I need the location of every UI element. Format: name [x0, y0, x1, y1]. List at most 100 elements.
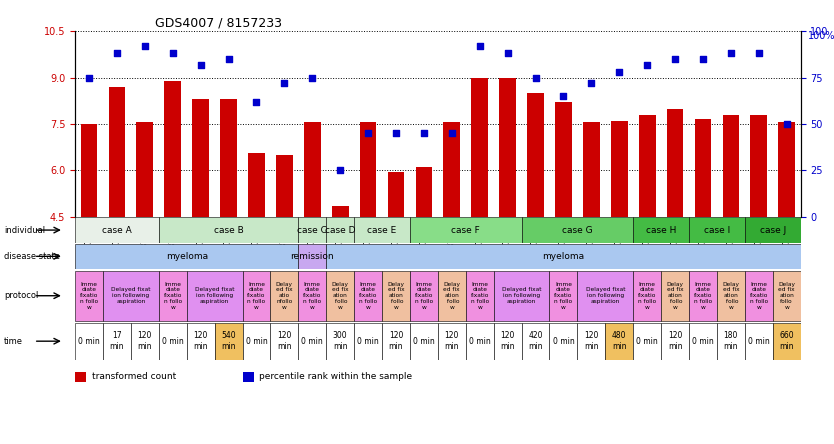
FancyBboxPatch shape [550, 270, 577, 321]
Bar [388, 172, 404, 217]
Text: 0 min: 0 min [692, 337, 714, 346]
Point [110, 50, 123, 57]
FancyBboxPatch shape [243, 270, 270, 321]
Bar [527, 93, 544, 217]
Point [780, 120, 793, 127]
Text: Delayed fixat
ion following
aspiration: Delayed fixat ion following aspiration [585, 287, 625, 304]
FancyBboxPatch shape [75, 270, 103, 321]
Bar [500, 78, 516, 217]
Text: individual: individual [4, 226, 45, 234]
FancyBboxPatch shape [438, 323, 465, 360]
FancyBboxPatch shape [745, 218, 801, 243]
Bar [751, 115, 767, 217]
Text: 0 min: 0 min [245, 337, 268, 346]
Text: 120
min: 120 min [445, 332, 459, 351]
Text: 0 min: 0 min [748, 337, 770, 346]
FancyBboxPatch shape [299, 218, 326, 243]
FancyBboxPatch shape [745, 270, 773, 321]
FancyBboxPatch shape [689, 323, 717, 360]
Bar [666, 108, 683, 217]
FancyBboxPatch shape [214, 323, 243, 360]
Text: Imme
diate
fixatio
n follo
w: Imme diate fixatio n follo w [694, 281, 712, 310]
Text: Imme
diate
fixatio
n follo
w: Imme diate fixatio n follo w [750, 281, 768, 310]
FancyBboxPatch shape [187, 270, 243, 321]
Text: Delay
ed fix
ation
 follo
w: Delay ed fix ation follo w [444, 281, 460, 310]
Text: Imme
diate
fixatio
n follo
w: Imme diate fixatio n follo w [80, 281, 98, 310]
FancyBboxPatch shape [326, 244, 801, 269]
Point [668, 56, 681, 63]
Text: Imme
diate
fixatio
n follo
w: Imme diate fixatio n follo w [303, 281, 321, 310]
Text: myeloma: myeloma [166, 252, 208, 261]
FancyBboxPatch shape [270, 323, 299, 360]
FancyBboxPatch shape [550, 323, 577, 360]
Text: case D: case D [325, 226, 355, 234]
FancyBboxPatch shape [75, 244, 299, 269]
Text: transformed count: transformed count [92, 373, 176, 381]
FancyBboxPatch shape [299, 323, 326, 360]
Text: Imme
diate
fixatio
n follo
w: Imme diate fixatio n follo w [638, 281, 656, 310]
FancyBboxPatch shape [633, 323, 661, 360]
Bar [471, 78, 488, 217]
Point [138, 42, 152, 49]
Point [529, 74, 542, 81]
Text: case C: case C [298, 226, 327, 234]
Bar [108, 87, 125, 217]
Text: Delay
ed fix
ation
 follo
w: Delay ed fix ation follo w [666, 281, 684, 310]
FancyBboxPatch shape [326, 270, 354, 321]
Text: time: time [4, 337, 23, 346]
FancyBboxPatch shape [354, 218, 410, 243]
Text: 480
min: 480 min [612, 332, 626, 351]
FancyBboxPatch shape [521, 218, 633, 243]
Bar [583, 123, 600, 217]
Text: 100%: 100% [808, 31, 834, 41]
Text: 0 min: 0 min [469, 337, 490, 346]
Point [557, 93, 570, 100]
Point [473, 42, 486, 49]
Text: Delay
ed fix
ation
 follo
w: Delay ed fix ation follo w [722, 281, 740, 310]
FancyBboxPatch shape [410, 270, 438, 321]
Bar [722, 115, 739, 217]
FancyBboxPatch shape [745, 323, 773, 360]
Text: 540
min: 540 min [221, 332, 236, 351]
Bar [610, 121, 628, 217]
FancyBboxPatch shape [521, 323, 550, 360]
FancyBboxPatch shape [410, 218, 521, 243]
FancyBboxPatch shape [633, 270, 661, 321]
Bar [137, 123, 153, 217]
FancyBboxPatch shape [661, 270, 689, 321]
FancyBboxPatch shape [577, 323, 605, 360]
Text: 0 min: 0 min [553, 337, 575, 346]
Text: case H: case H [646, 226, 676, 234]
FancyBboxPatch shape [158, 323, 187, 360]
Text: 0 min: 0 min [301, 337, 323, 346]
FancyBboxPatch shape [465, 323, 494, 360]
Text: Delay
ed fix
ation
 follo
w: Delay ed fix ation follo w [388, 281, 404, 310]
Text: 0 min: 0 min [357, 337, 379, 346]
Text: Imme
diate
fixatio
n follo
w: Imme diate fixatio n follo w [359, 281, 377, 310]
Point [194, 61, 208, 68]
FancyBboxPatch shape [494, 270, 550, 321]
Text: percentile rank within the sample: percentile rank within the sample [259, 373, 412, 381]
Text: 120
min: 120 min [138, 332, 152, 351]
Text: case F: case F [451, 226, 480, 234]
Text: 300
min: 300 min [333, 332, 348, 351]
Point [417, 130, 430, 137]
Text: 120
min: 120 min [389, 332, 404, 351]
Text: disease state: disease state [4, 252, 60, 261]
Text: Delayed fixat
ion following
aspiration: Delayed fixat ion following aspiration [111, 287, 151, 304]
FancyBboxPatch shape [326, 218, 354, 243]
FancyBboxPatch shape [103, 270, 158, 321]
Text: remission: remission [290, 252, 334, 261]
Point [334, 167, 347, 174]
Point [361, 130, 374, 137]
Point [305, 74, 319, 81]
FancyBboxPatch shape [382, 270, 410, 321]
FancyBboxPatch shape [299, 244, 326, 269]
Text: myeloma: myeloma [542, 252, 585, 261]
FancyBboxPatch shape [158, 218, 299, 243]
FancyBboxPatch shape [773, 270, 801, 321]
Bar [81, 124, 98, 217]
FancyBboxPatch shape [131, 323, 158, 360]
FancyBboxPatch shape [410, 323, 438, 360]
Text: 120
min: 120 min [500, 332, 515, 351]
